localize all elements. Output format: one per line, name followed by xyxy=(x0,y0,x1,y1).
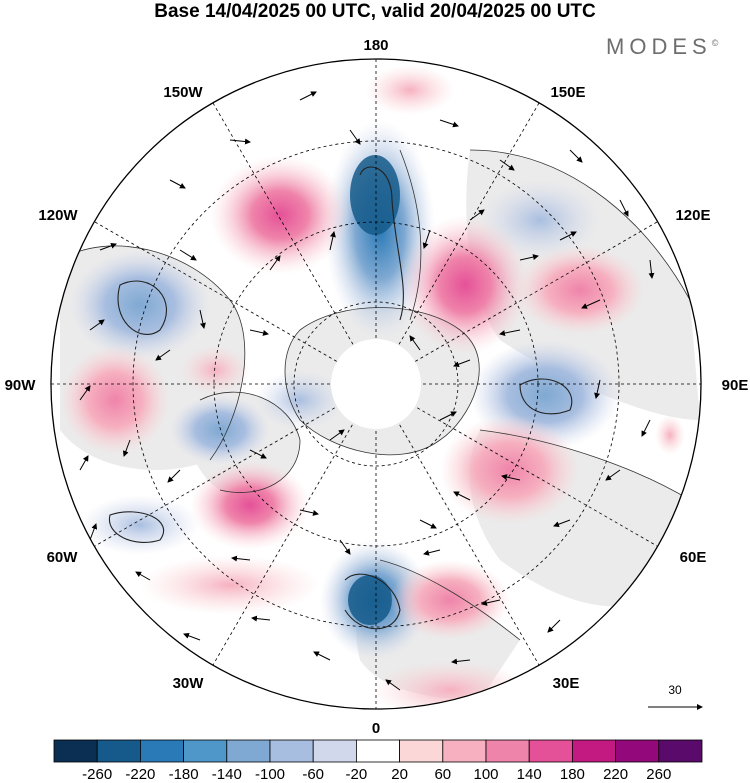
colorbar-tick-label: 100 xyxy=(473,766,498,783)
colorbar-swatch xyxy=(442,739,487,763)
lon-label-150e: 150E xyxy=(550,84,585,101)
lon-label-180: 180 xyxy=(363,37,388,54)
colorbar-tick-label: 180 xyxy=(560,766,585,783)
colorbar-swatch xyxy=(615,739,660,763)
colorbar-swatch xyxy=(399,739,444,763)
map-disk xyxy=(51,59,701,709)
colorbar-tick-label: -180 xyxy=(169,766,199,783)
lon-label-90w: 90W xyxy=(5,377,37,394)
colorbar-tick-label: 140 xyxy=(517,766,542,783)
colorbar-swatch xyxy=(658,739,703,763)
colorbar-swatch xyxy=(572,739,617,763)
lon-label-60e: 60E xyxy=(680,549,707,566)
lon-label-120e: 120E xyxy=(675,207,710,224)
reference-vector-label: 30 xyxy=(668,683,682,697)
brand-name: MODES xyxy=(606,34,712,59)
colorbar-swatch xyxy=(355,739,400,763)
lon-label-60w: 60W xyxy=(47,549,79,566)
lon-label-30w: 30W xyxy=(173,675,205,692)
colorbar xyxy=(53,739,703,763)
colorbar-tick-labels: -260 -220 -180 -140 -100 -60 -20 20 60 100 140 180 2… xyxy=(82,766,671,783)
colorbar-tick-label: -100 xyxy=(255,766,285,783)
map-boundary xyxy=(50,58,702,710)
lon-label-120w: 120W xyxy=(38,207,78,224)
colorbar-tick-label: -140 xyxy=(212,766,242,783)
colorbar-swatch xyxy=(139,739,184,763)
colorbar-swatch xyxy=(312,739,357,763)
colorbar-tick-label: -220 xyxy=(125,766,155,783)
contour-lines xyxy=(109,166,573,630)
colorbar-swatch xyxy=(485,739,530,763)
lon-label-150w: 150W xyxy=(163,84,203,101)
colorbar-tick-label: 260 xyxy=(646,766,671,783)
anomaly-shading xyxy=(60,65,685,709)
modes-logo: MODES© xyxy=(606,34,718,60)
colorbar-swatch xyxy=(183,739,228,763)
colorbar-tick-label: -20 xyxy=(346,766,368,783)
colorbar-swatch xyxy=(96,739,141,763)
colorbar-tick-label: 20 xyxy=(391,766,408,783)
wind-vectors xyxy=(79,91,655,691)
colorbar-tick-label: -60 xyxy=(302,766,324,783)
lon-label-90e: 90E xyxy=(722,377,749,394)
polar-cap xyxy=(331,339,421,429)
colorbar-swatch xyxy=(269,739,314,763)
copyright-mark: © xyxy=(711,38,719,48)
colorbar-tick-label: 60 xyxy=(434,766,451,783)
map-title: Base 14/04/2025 00 UTC, valid 20/04/2025… xyxy=(154,1,596,22)
colorbar-swatch xyxy=(226,739,271,763)
lon-label-30e: 30E xyxy=(553,675,580,692)
colorbar-tick-label: 220 xyxy=(603,766,628,783)
colorbar-swatch xyxy=(53,739,98,763)
colorbar-swatch xyxy=(528,739,573,763)
colorbar-tick-label: -260 xyxy=(82,766,112,783)
lon-label-0: 0 xyxy=(372,720,380,737)
